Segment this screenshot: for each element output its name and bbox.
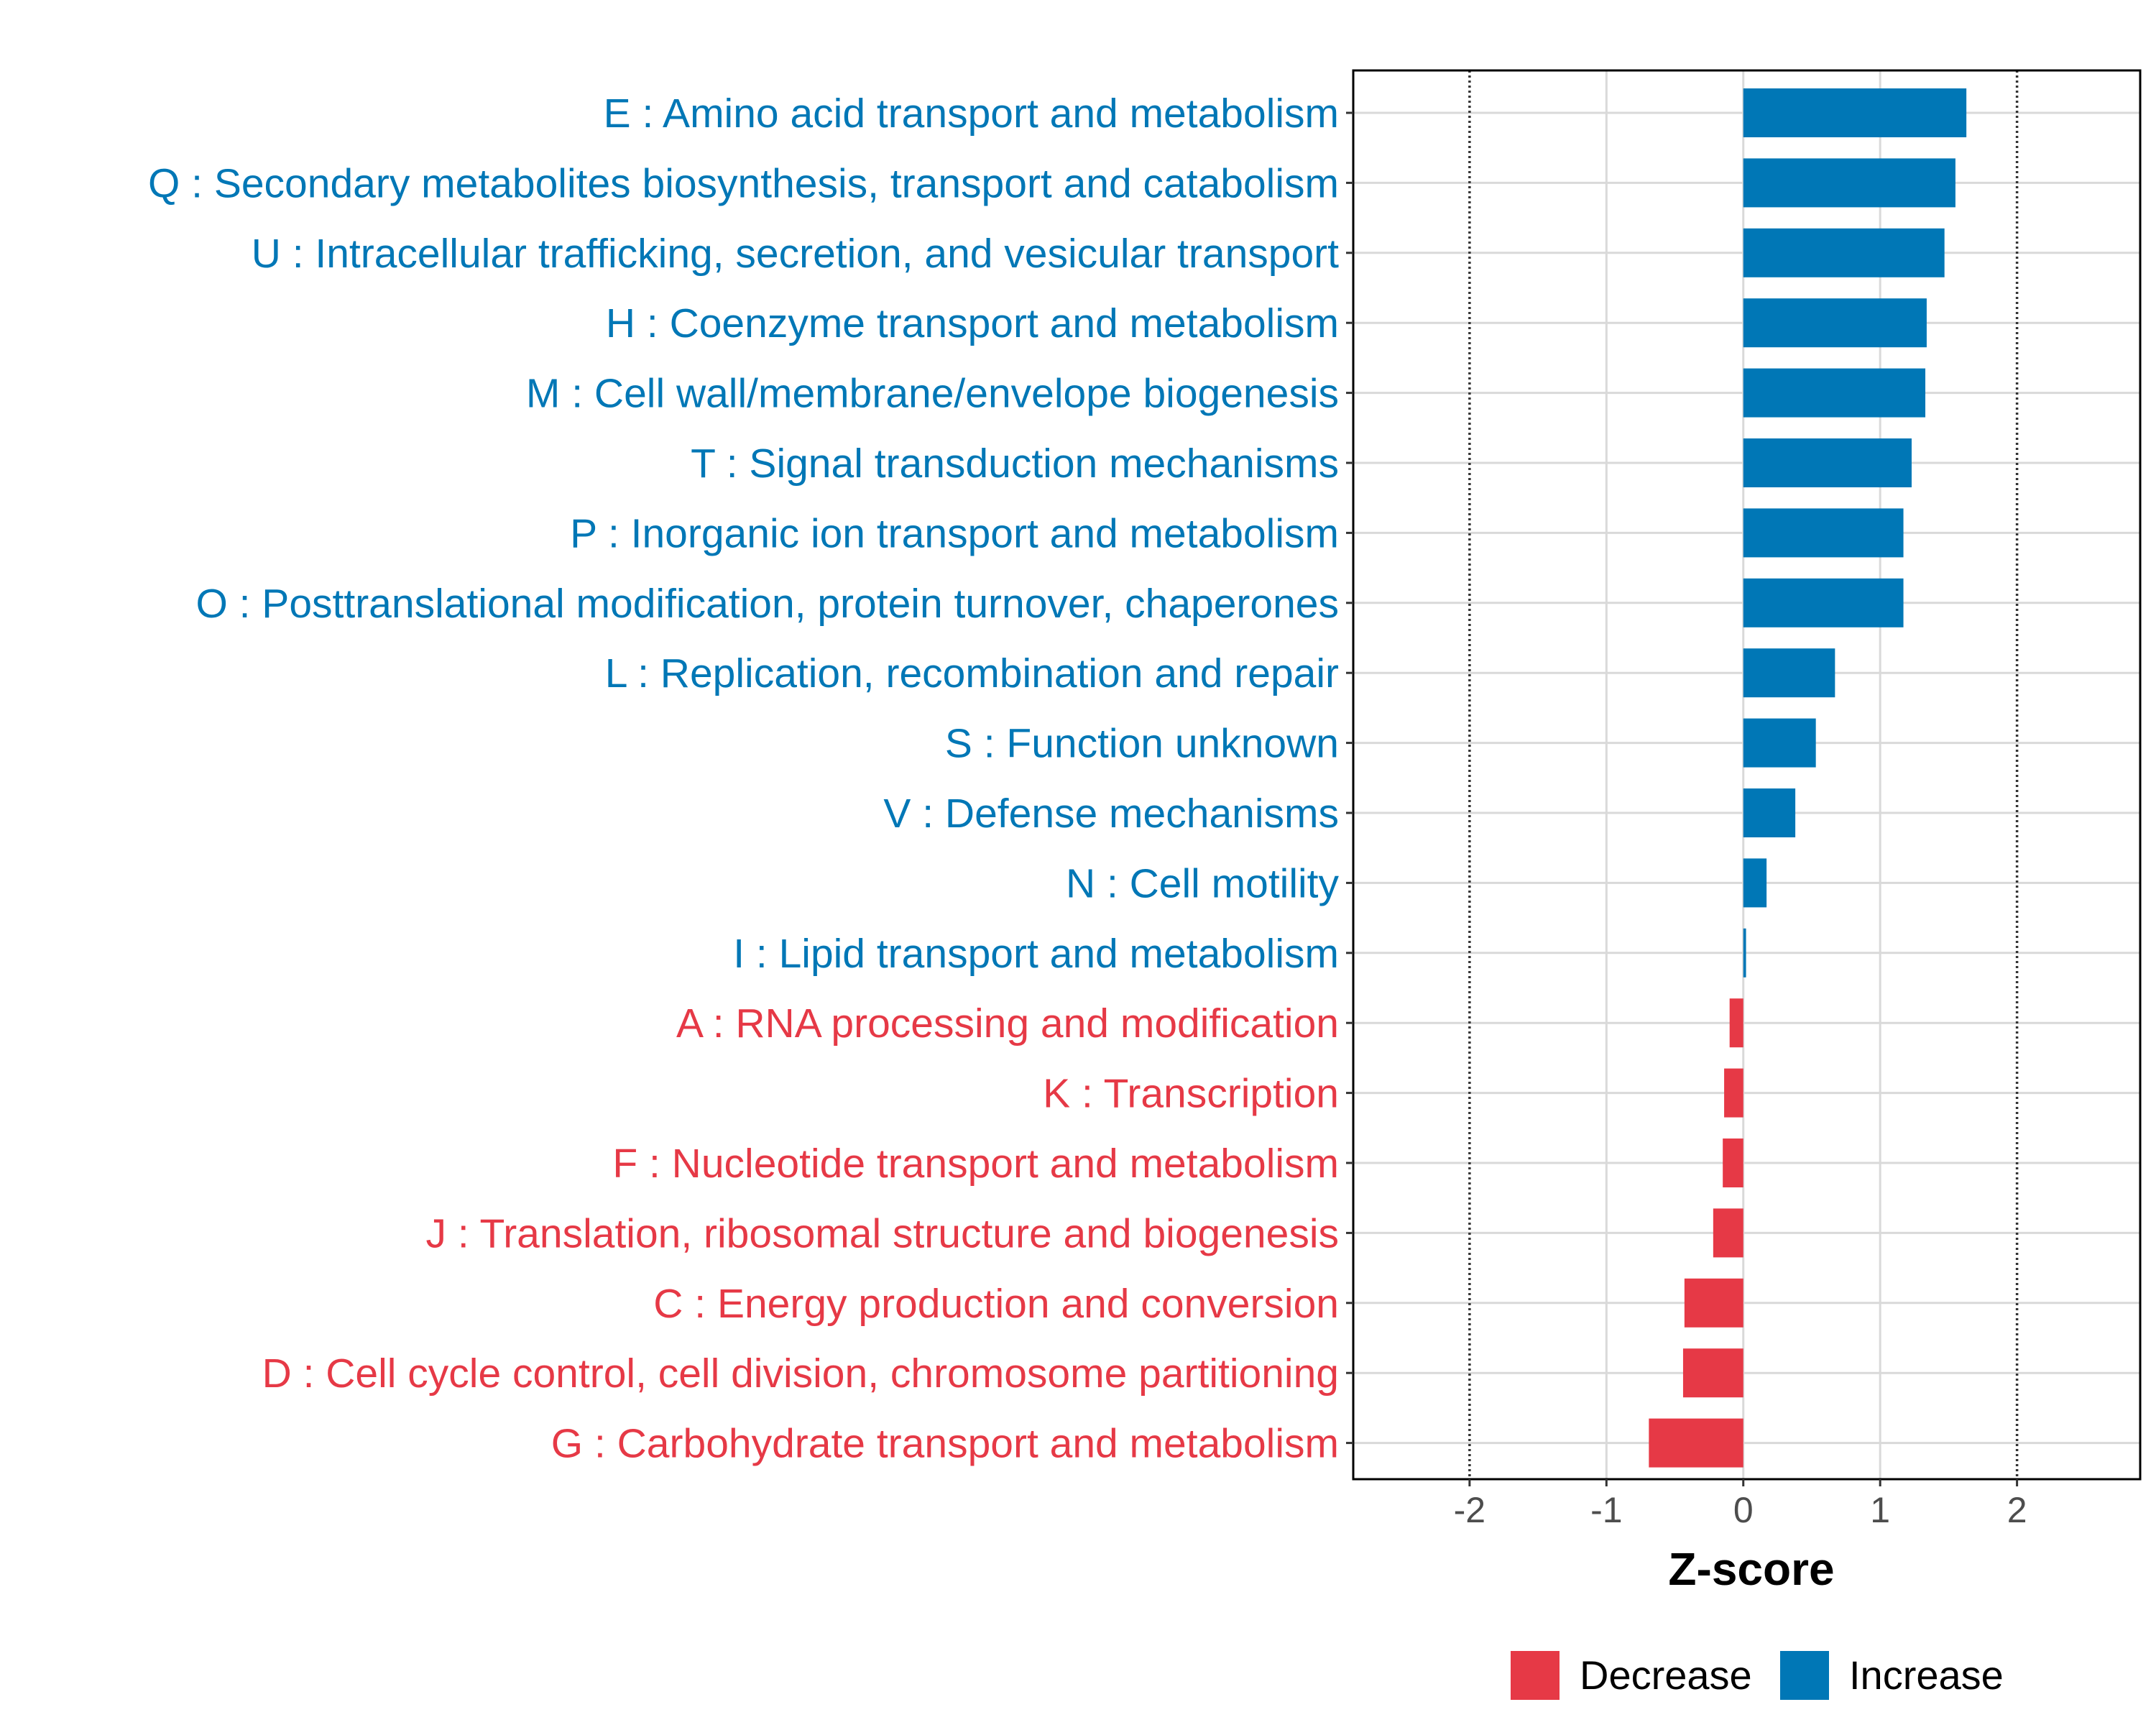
category-label: G : Carbohydrate transport and metabolis…: [551, 1421, 1339, 1467]
bar: [1743, 508, 1904, 558]
x-tick-label: 2: [2007, 1490, 2027, 1530]
x-tick-label: 0: [1733, 1490, 1754, 1530]
y-axis-category-labels: E : Amino acid transport and metabolism Q…: [148, 91, 1340, 1467]
bar: [1649, 1418, 1743, 1468]
bar: [1729, 998, 1743, 1048]
legend-key-increase: [1780, 1651, 1829, 1700]
legend-label-increase: Increase: [1849, 1652, 2004, 1698]
category-label: A : RNA processing and modification: [676, 1000, 1339, 1046]
bar: [1743, 88, 1967, 137]
x-tick-label: -1: [1590, 1490, 1622, 1530]
bar: [1743, 718, 1816, 768]
category-label: J : Translation, ribosomal structure and…: [426, 1210, 1339, 1256]
bar: [1713, 1208, 1743, 1258]
bar: [1682, 1348, 1743, 1398]
bar: [1743, 228, 1945, 277]
bar: [1684, 1278, 1743, 1328]
bar: [1743, 368, 1926, 418]
category-label: E : Amino acid transport and metabolism: [604, 91, 1339, 137]
category-label: S : Function unknown: [945, 721, 1339, 767]
category-label: U : Intracellular trafficking, secretion…: [252, 231, 1339, 277]
bar: [1723, 1138, 1743, 1187]
x-axis-title: Z-score: [1668, 1543, 1834, 1595]
reference-lines: [1468, 70, 2019, 1479]
category-label: T : Signal transduction mechanisms: [691, 441, 1339, 487]
category-label: F : Nucleotide transport and metabolism: [612, 1141, 1339, 1187]
category-label: P : Inorganic ion transport and metaboli…: [570, 510, 1339, 556]
category-label: C : Energy production and conversion: [653, 1281, 1339, 1327]
category-label: V : Defense mechanisms: [883, 791, 1339, 837]
category-label: H : Coenzyme transport and metabolism: [606, 300, 1339, 346]
category-label: D : Cell cycle control, cell division, c…: [262, 1351, 1339, 1397]
x-tick-label: -2: [1454, 1490, 1485, 1530]
bar: [1743, 928, 1746, 978]
bar: [1743, 858, 1767, 908]
x-tick-label: 1: [1870, 1490, 1890, 1530]
bar: [1724, 1068, 1743, 1118]
bar: [1743, 158, 1955, 208]
bar: [1743, 438, 1912, 487]
bar-layer: [1649, 88, 1967, 1468]
legend-key-decrease: [1511, 1651, 1560, 1700]
category-label: Q : Secondary metabolites biosynthesis, …: [148, 160, 1339, 206]
plot-panel-border: [1352, 69, 2142, 1481]
category-label: O : Posttranslational modification, prot…: [195, 581, 1339, 627]
bar: [1743, 578, 1904, 627]
category-label: L : Replication, recombination and repai…: [605, 650, 1339, 696]
category-label: K : Transcription: [1043, 1071, 1339, 1117]
bar: [1743, 788, 1796, 837]
x-axis-ticks: -2 -1 0 1 2: [1454, 1479, 2027, 1530]
legend: Decrease Increase: [1511, 1651, 2004, 1700]
bar: [1743, 648, 1835, 698]
category-label: M : Cell wall/membrane/envelope biogenes…: [526, 371, 1339, 417]
grid-layer: [1353, 70, 2140, 1479]
category-label: N : Cell motility: [1066, 860, 1340, 906]
category-label: I : Lipid transport and metabolism: [733, 931, 1339, 977]
y-axis-ticks: [1346, 111, 1353, 1445]
legend-label-decrease: Decrease: [1580, 1652, 1752, 1698]
bar: [1743, 298, 1927, 348]
